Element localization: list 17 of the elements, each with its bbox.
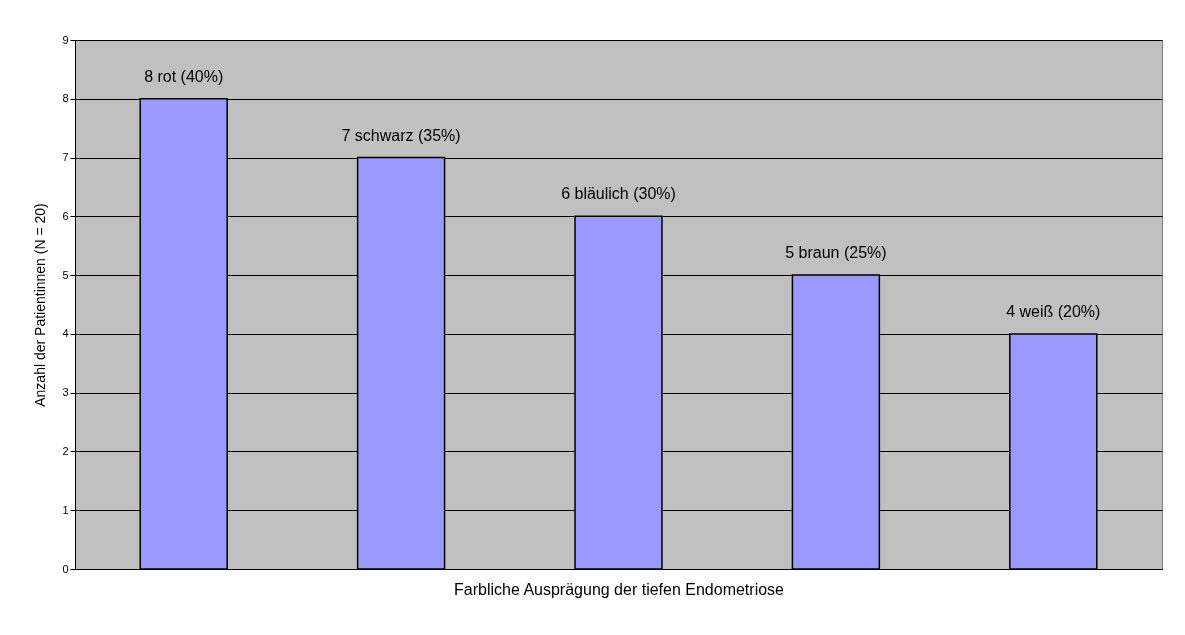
y-tick-label: 2 [62, 444, 69, 457]
data-label: 6 bläulich (30%) [561, 185, 676, 203]
y-tick-label: 8 [62, 92, 69, 105]
data-label: 7 schwarz (35%) [341, 126, 461, 144]
y-tick-label: 1 [62, 503, 69, 516]
y-tick-label: 6 [62, 209, 69, 222]
y-tick-label: 3 [62, 386, 69, 399]
data-label: 4 weiß (20%) [1006, 302, 1101, 320]
data-label: 8 rot (40%) [144, 67, 224, 85]
y-tick-label: 0 [62, 562, 69, 575]
y-axis-title: Anzahl der Patientinnen (N = 20) [32, 203, 49, 407]
y-tick-label: 5 [62, 268, 69, 281]
data-label: 5 braun (25%) [785, 244, 887, 262]
y-tick-label: 7 [62, 151, 69, 164]
x-axis-title: Farbliche Ausprägung der tiefen Endometriose [454, 580, 785, 598]
y-tick-label: 4 [62, 327, 69, 340]
y-tick-label: 9 [62, 33, 69, 46]
